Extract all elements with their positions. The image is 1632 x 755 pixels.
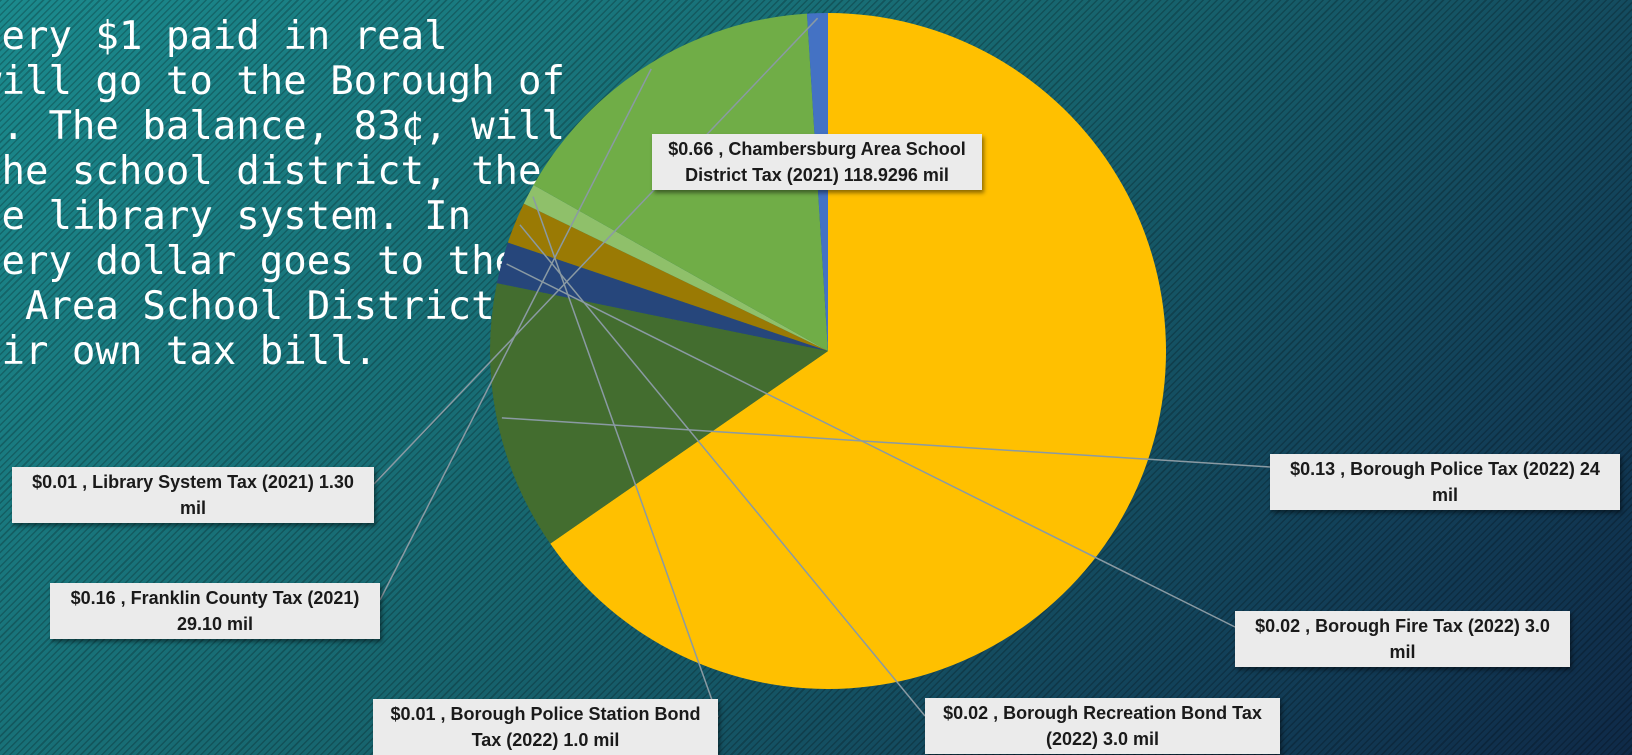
pie-slice [507,203,828,351]
leader-line [501,417,1271,468]
pie-slice [550,13,1166,690]
data-label-line: $0.01 , Library System Tax (2021) 1.30 [32,472,354,492]
pie-slice [489,283,828,544]
slide-body-text: very $1 paid in real will go to the Boro… [0,14,565,374]
data-label: $0.02 , Borough Fire Tax (2022) 3.0 mil [1235,611,1570,667]
data-label: $0.01 , Library System Tax (2021) 1.30 mi… [12,467,374,523]
slide-text-line: will go to the Borough of [0,59,565,104]
leader-line [519,224,926,717]
slide-text-line: g Area School District. [0,284,519,329]
leader-line [506,263,1236,628]
data-label-line: $0.01 , Borough Police Station Bond [390,704,701,724]
pie-slice [496,242,828,351]
data-label: $0.16 , Franklin County Tax (2021) 29.10 … [50,583,380,639]
leader-line [373,17,819,485]
data-label-line: (2022) 3.0 mil [1045,729,1160,749]
pie-slice [523,185,828,351]
slide-text-line: eir own tax bill. [0,329,378,374]
data-label: $0.01 , Borough Police Station Bond Tax (… [373,699,718,755]
slide-text-line: very $1 paid in real [0,14,448,59]
slide-text-line: the school district, the [0,149,542,194]
data-label-line: $0.16 , Franklin County Tax (2021) [70,588,360,608]
data-label-line: $0.66 , Chambersburg Area School [668,139,966,159]
slide-text-line: very dollar goes to the [0,239,519,284]
data-label: $0.66 , Chambersburg Area School District… [652,134,982,190]
slide-text-line: he library system. In [0,194,472,239]
data-label-line: $0.13 , Borough Police Tax (2022) 24 [1290,459,1600,479]
data-label-line: District Tax (2021) 118.9296 mil [685,165,949,185]
data-label-line: mil [1431,485,1458,505]
leader-line [532,196,719,718]
slide-text-line: g. The balance, 83¢, will [0,104,565,149]
data-label-line: mil [1389,642,1416,662]
data-label: $0.02 , Borough Recreation Bond Tax (2022… [925,698,1280,754]
data-label-line: $0.02 , Borough Recreation Bond Tax [943,703,1262,723]
data-label-line: $0.02 , Borough Fire Tax (2022) 3.0 [1255,616,1550,636]
data-label-line: 29.10 mil [176,614,254,634]
data-label-line: mil [179,498,206,518]
data-label: $0.13 , Borough Police Tax (2022) 24 mil [1270,454,1620,510]
data-label-line: Tax (2022) 1.0 mil [471,730,620,750]
